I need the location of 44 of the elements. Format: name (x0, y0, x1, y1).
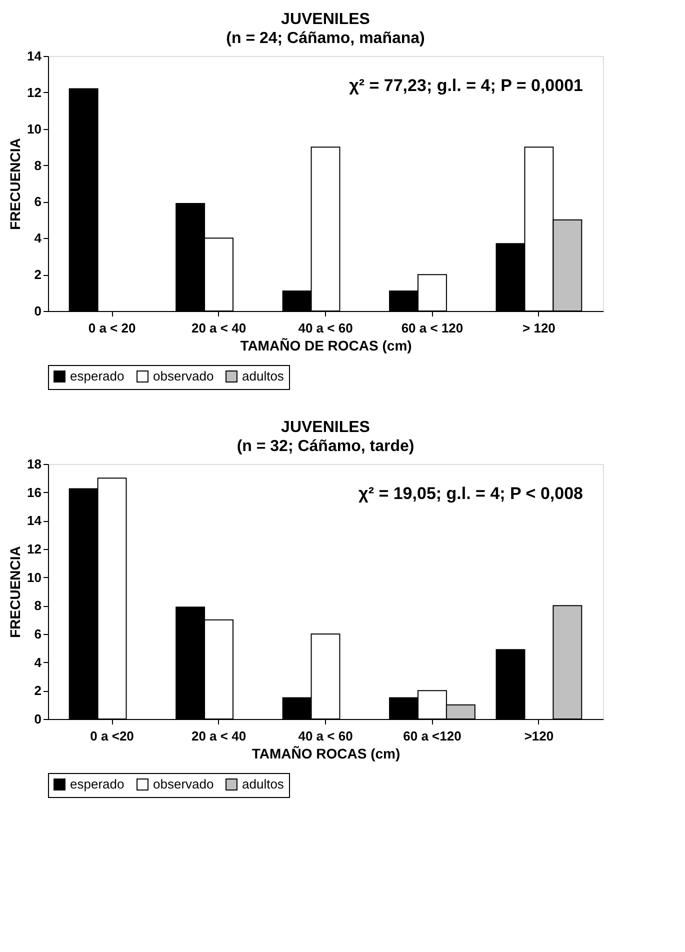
legend-label: esperado (70, 368, 124, 384)
annotation: χ² = 19,05; g.l. = 4; P < 0,008 (358, 484, 583, 503)
x-axis-title: TAMAÑO DE ROCAS (cm) (240, 338, 412, 354)
legend-label: adultos (242, 776, 284, 792)
x-tick-label: 40 a < 60 (298, 320, 353, 336)
x-tick-label: 60 a <120 (403, 728, 462, 744)
x-tick-label: 40 a < 60 (298, 728, 353, 744)
y-tick-label: 16 (27, 484, 42, 500)
x-tick-label: 60 a < 120 (401, 320, 464, 336)
y-axis-title: FRECUENCIA (7, 138, 24, 230)
y-tick-label: 12 (27, 84, 42, 100)
y-tick-label: 18 (27, 456, 42, 472)
y-axis-title: FRECUENCIA (7, 546, 24, 638)
chart-subtitle: (n = 32; Cáñamo, tarde) (236, 438, 414, 455)
y-tick-label: 14 (27, 513, 42, 528)
y-tick-label: 10 (27, 570, 42, 585)
y-tick-label: 12 (27, 542, 42, 556)
y-tick-label: 10 (27, 121, 42, 136)
legend-label: observado (153, 368, 214, 384)
y-tick-label: 0 (34, 712, 42, 726)
y-tick-label: 0 (34, 304, 42, 318)
y-tick-label: 4 (34, 230, 42, 246)
y-tick-label: 8 (34, 598, 42, 614)
x-tick-label: 0 a <20 (90, 728, 134, 744)
legend-label: observado (153, 776, 214, 792)
x-tick-label: >120 (524, 728, 554, 744)
x-axis-title: TAMAÑO ROCAS (cm) (252, 746, 400, 762)
chart-subtitle: (n = 24; Cáñamo, mañana) (226, 30, 425, 47)
x-tick-label: 20 a < 40 (191, 320, 246, 336)
chart-title: JUVENILES (281, 419, 370, 436)
y-tick-label: 6 (34, 626, 42, 642)
y-tick-label: 2 (34, 267, 42, 282)
legend-label: adultos (242, 368, 284, 384)
y-tick-label: 4 (34, 654, 42, 670)
y-tick-label: 6 (34, 194, 42, 210)
annotation: χ² = 77,23; g.l. = 4; P = 0,0001 (349, 76, 583, 95)
y-tick-label: 8 (34, 158, 42, 173)
x-tick-label: > 120 (522, 320, 556, 336)
x-tick-label: 20 a < 40 (191, 728, 246, 744)
x-tick-label: 0 a < 20 (88, 320, 136, 336)
y-tick-label: 2 (34, 683, 42, 698)
y-tick-label: 14 (27, 48, 42, 64)
legend-label: esperado (70, 776, 124, 792)
chart-title: JUVENILES (281, 11, 370, 28)
